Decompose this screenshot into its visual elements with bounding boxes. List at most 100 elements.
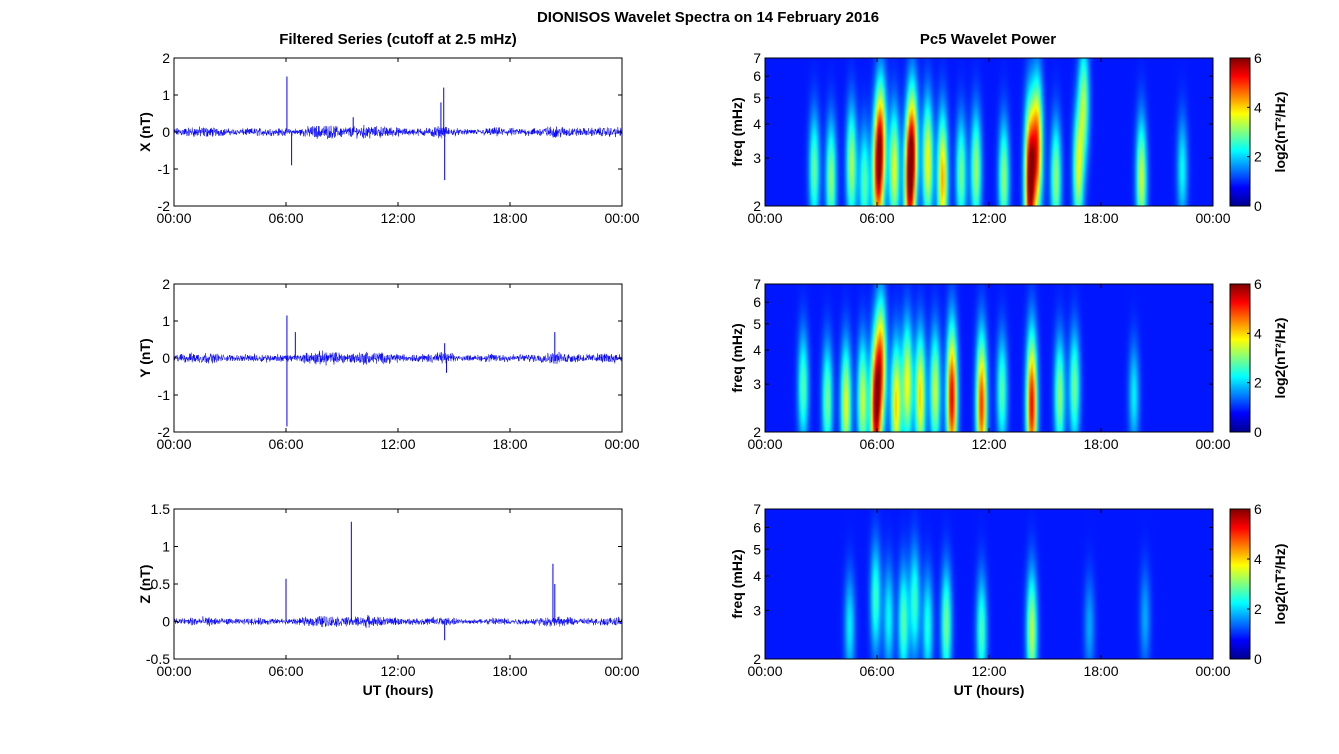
y-tick-label: -2	[158, 198, 171, 214]
x-tick-label: 12:00	[971, 663, 1006, 679]
series-trace	[173, 350, 623, 366]
x-tick-label: 00:00	[604, 663, 639, 679]
y-axis-label: Z (nT)	[137, 565, 153, 604]
x-tick-label: 12:00	[380, 436, 415, 452]
y-tick-label: -2	[158, 424, 171, 440]
x-tick-label: 00:00	[747, 663, 782, 679]
panel-y-series: 210-1-200:00 06:00 12:00 18:00 00:00Y (nT)	[137, 276, 640, 452]
y-tick-label: 6	[753, 519, 761, 535]
y-tick-label: 1	[162, 539, 170, 555]
y-tick-label: 1	[162, 313, 170, 329]
x-tick-label: 06:00	[859, 436, 894, 452]
x-tick-label: 18:00	[492, 210, 527, 226]
x-tick-label: 18:00	[1083, 663, 1118, 679]
x-tick-label: 06:00	[859, 663, 894, 679]
y-axis-label: freq (mHz)	[729, 549, 745, 618]
x-tick-label: 00:00	[156, 663, 191, 679]
left-column-title: Filtered Series (cutoff at 2.5 mHz)	[279, 31, 517, 48]
y-tick-label: 5	[753, 90, 761, 106]
y-tick-label: 4	[753, 116, 761, 132]
colorbar: 6 4 2 0 log2(nT²/Hz)	[1229, 50, 1288, 214]
y-tick-label: 5	[753, 541, 761, 557]
colorbar-tick-label: 0	[1254, 651, 1262, 667]
y-tick-label: -1	[158, 161, 171, 177]
figure-title: DIONISOS Wavelet Spectra on 14 February …	[537, 9, 879, 26]
x-tick-label: 00:00	[1195, 663, 1230, 679]
y-tick-label: 0	[162, 350, 170, 366]
x-axis-label: UT (hours)	[363, 682, 434, 698]
x-tick-label: 18:00	[1083, 436, 1118, 452]
colorbar-tick-label: 6	[1254, 50, 1262, 66]
x-tick-label: 00:00	[604, 436, 639, 452]
wavelet-power-heatmap	[765, 509, 1213, 659]
y-tick-label: 2	[753, 424, 761, 440]
x-tick-label: 06:00	[268, 210, 303, 226]
y-tick-label: 3	[753, 376, 761, 392]
x-tick-label: 18:00	[492, 663, 527, 679]
y-tick-label: 4	[753, 342, 761, 358]
y-tick-label: 5	[753, 316, 761, 332]
colorbar-tick-label: 4	[1254, 99, 1262, 115]
colorbar-label: log2(nT²/Hz)	[1272, 544, 1288, 625]
colorbar-tick-label: 2	[1254, 149, 1262, 165]
x-tick-label: 18:00	[492, 436, 527, 452]
x-tick-label: 12:00	[380, 210, 415, 226]
x-tick-label: 00:00	[747, 436, 782, 452]
y-tick-label: 4	[753, 568, 761, 584]
colorbar: 6 4 2 0 log2(nT²/Hz)	[1229, 501, 1288, 667]
x-tick-label: 00:00	[156, 210, 191, 226]
x-tick-label: 12:00	[971, 436, 1006, 452]
colorbar-tick-label: 2	[1254, 601, 1262, 617]
x-tick-label: 12:00	[380, 663, 415, 679]
y-tick-label: 1	[162, 87, 170, 103]
colorbar-tick-label: 0	[1254, 424, 1262, 440]
panel-z-series: 1.510.50-0.500:00 06:00 12:00 18:00 00:00Z (…	[137, 501, 640, 698]
colorbar-label: log2(nT²/Hz)	[1272, 92, 1288, 173]
colorbar-tick-label: 6	[1254, 501, 1262, 517]
colorbar-tick-label: 4	[1254, 551, 1262, 567]
colorbar-tick-label: 2	[1254, 375, 1262, 391]
y-tick-label: -0.5	[146, 651, 170, 667]
colorbar-scale	[1229, 57, 1251, 207]
x-tick-label: 00:00	[747, 210, 782, 226]
y-tick-label: 6	[753, 68, 761, 84]
y-tick-label: 7	[753, 50, 761, 66]
colorbar-tick-label: 4	[1254, 325, 1262, 341]
y-tick-label: 3	[753, 602, 761, 618]
y-axis-label: freq (mHz)	[729, 97, 745, 166]
y-tick-label: 2	[162, 276, 170, 292]
panel-x-series: 210-1-200:00 06:00 12:00 18:00 00:00X (nT)	[137, 50, 640, 226]
y-tick-label: 2	[162, 50, 170, 66]
colorbar-scale	[1229, 508, 1251, 660]
colorbar: 6 4 2 0 log2(nT²/Hz)	[1229, 276, 1288, 440]
x-tick-label: 00:00	[1195, 210, 1230, 226]
y-tick-label: 3	[753, 150, 761, 166]
y-axis-label: freq (mHz)	[729, 323, 745, 392]
y-tick-label: 1.5	[151, 501, 171, 517]
x-tick-label: 12:00	[971, 210, 1006, 226]
colorbar-tick-label: 6	[1254, 276, 1262, 292]
series-trace	[173, 124, 623, 140]
x-axis-label: UT (hours)	[954, 682, 1025, 698]
y-tick-label: 6	[753, 294, 761, 310]
y-tick-label: -1	[158, 387, 171, 403]
y-tick-label: 0	[162, 614, 170, 630]
y-tick-label: 0.5	[151, 576, 171, 592]
y-tick-label: 2	[753, 651, 761, 667]
y-tick-label: 0	[162, 124, 170, 140]
y-axis-label: X (nT)	[137, 112, 153, 152]
wavelet-power-heatmap	[765, 284, 1213, 432]
colorbar-scale	[1229, 283, 1251, 433]
x-tick-label: 18:00	[1083, 210, 1118, 226]
wavelet-power-heatmap	[765, 58, 1213, 206]
colorbar-tick-label: 0	[1254, 198, 1262, 214]
y-tick-label: 7	[753, 501, 761, 517]
x-tick-label: 00:00	[604, 210, 639, 226]
right-column-title: Pc5 Wavelet Power	[920, 31, 1056, 48]
colorbar-label: log2(nT²/Hz)	[1272, 318, 1288, 399]
x-tick-label: 00:00	[1195, 436, 1230, 452]
series-trace	[173, 614, 623, 628]
y-axis-label: Y (nT)	[137, 338, 153, 377]
